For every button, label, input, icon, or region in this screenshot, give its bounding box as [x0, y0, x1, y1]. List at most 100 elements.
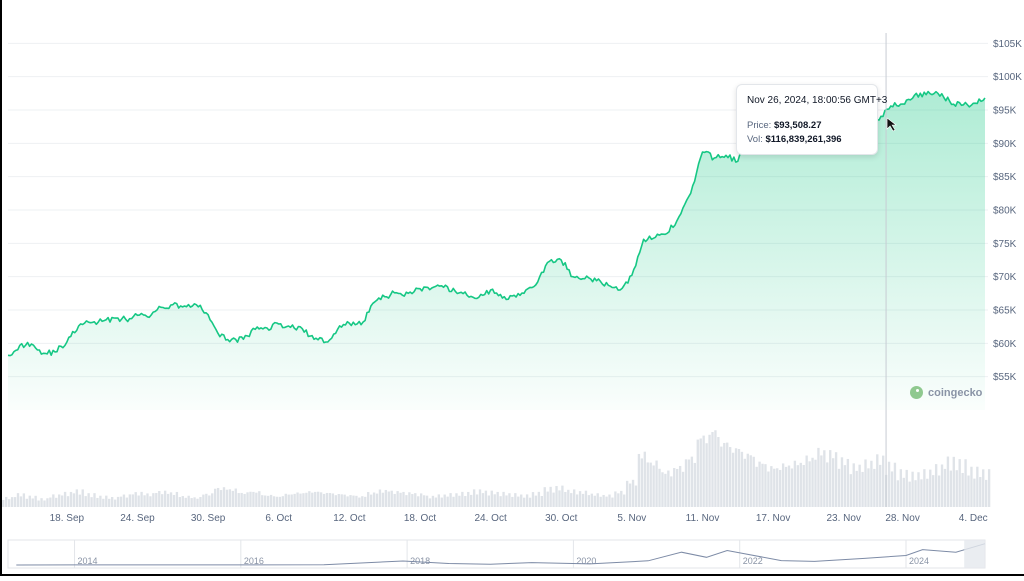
volume-bar — [84, 496, 87, 507]
volume-bar — [414, 493, 417, 507]
range-navigator[interactable]: 2014 2016 2018 2020 2022 2024 — [7, 539, 986, 569]
tooltip-vol-value: $116,839,261,396 — [765, 134, 842, 145]
volume-bar — [882, 455, 885, 507]
volume-bar — [166, 493, 170, 507]
volume-bar — [72, 493, 76, 507]
volume-bar — [99, 495, 102, 507]
volume-bar — [923, 469, 926, 507]
volume-bar — [834, 452, 838, 507]
volume-bar — [673, 468, 676, 507]
volume-bar — [514, 493, 517, 507]
volume-bar — [69, 491, 73, 507]
volume-bar — [761, 463, 764, 507]
volume-bar — [470, 494, 473, 507]
volume-bar — [784, 466, 788, 507]
volume-bar — [858, 464, 861, 507]
volume-bar — [870, 460, 873, 507]
volume-bar — [837, 468, 841, 507]
volume-bar — [549, 486, 552, 507]
volume-bar — [219, 490, 223, 507]
volume-bar — [561, 485, 564, 507]
volume-bars — [2, 430, 991, 507]
volume-bar — [617, 493, 620, 507]
volume-bar — [122, 494, 126, 507]
volume-bar — [322, 493, 326, 507]
volume-bar — [455, 493, 458, 507]
volume-bar — [676, 468, 679, 507]
volume-bar — [246, 492, 249, 507]
volume-bar — [319, 492, 323, 507]
volume-bar — [372, 492, 376, 507]
volume-bar — [440, 497, 443, 507]
volume-bar — [776, 468, 779, 507]
volume-bar — [402, 491, 405, 507]
navigator-year-label: 2022 — [743, 556, 763, 566]
y-tick-label: $90K — [993, 139, 1017, 150]
volume-bar — [334, 495, 337, 507]
volume-bar — [390, 490, 393, 507]
navigator-line — [16, 543, 986, 566]
volume-bar — [728, 447, 732, 507]
volume-bar — [102, 498, 105, 507]
volume-bar — [22, 493, 26, 507]
volume-bar — [437, 494, 440, 507]
coingecko-logo-icon — [910, 386, 923, 399]
volume-bar — [873, 468, 876, 507]
volume-bar — [187, 495, 190, 507]
volume-bar — [511, 496, 514, 507]
y-tick-label: $75K — [993, 239, 1017, 250]
volume-bar — [481, 493, 485, 507]
volume-bar — [43, 500, 46, 507]
volume-bar — [534, 495, 538, 507]
volume-bar — [222, 487, 226, 507]
x-tick-label: 17. Nov — [756, 513, 790, 524]
y-tick-label: $60K — [993, 339, 1017, 350]
volume-bar — [808, 461, 811, 507]
volume-bar — [452, 496, 455, 507]
volume-bar — [625, 480, 629, 507]
volume-bar — [134, 492, 137, 507]
volume-bar — [829, 450, 832, 507]
x-tick-label: 11. Nov — [686, 513, 720, 524]
hover-crosshair — [885, 33, 897, 507]
volume-bar — [461, 491, 464, 507]
volume-bar — [387, 491, 390, 507]
volume-bar — [264, 495, 267, 507]
volume-bar — [723, 442, 726, 507]
coingecko-watermark: coingecko — [910, 386, 982, 399]
volume-bar — [216, 487, 220, 507]
volume-bar — [678, 465, 682, 507]
volume-bar — [664, 473, 667, 507]
mouse-cursor-icon — [886, 117, 897, 132]
volume-bar — [967, 475, 970, 507]
volume-bar — [287, 494, 290, 507]
volume-bar — [369, 494, 373, 507]
volume-bar — [976, 466, 979, 507]
volume-bar — [337, 494, 340, 507]
volume-bar — [599, 496, 602, 507]
volume-bar — [205, 493, 208, 507]
volume-bar — [973, 478, 976, 507]
volume-bar — [496, 491, 499, 507]
volume-bar — [964, 459, 967, 507]
volume-bar — [517, 496, 520, 507]
volume-bar — [823, 450, 826, 507]
x-tick-label: 24. Sep — [120, 513, 155, 524]
volume-bar — [328, 493, 332, 507]
volume-bar — [249, 491, 252, 507]
volume-bar — [375, 493, 379, 507]
y-tick-label: $65K — [993, 306, 1017, 317]
volume-bar — [284, 493, 287, 507]
volume-bar — [169, 492, 173, 507]
volume-bar — [628, 483, 632, 507]
frame-border-left — [0, 0, 2, 576]
volume-bar — [623, 494, 626, 507]
volume-bar — [770, 466, 773, 507]
volume-bar — [399, 492, 402, 507]
x-tick-label: 23. Nov — [827, 513, 861, 524]
volume-bar — [446, 496, 449, 507]
volume-bar — [646, 462, 649, 507]
volume-bar — [820, 455, 823, 507]
